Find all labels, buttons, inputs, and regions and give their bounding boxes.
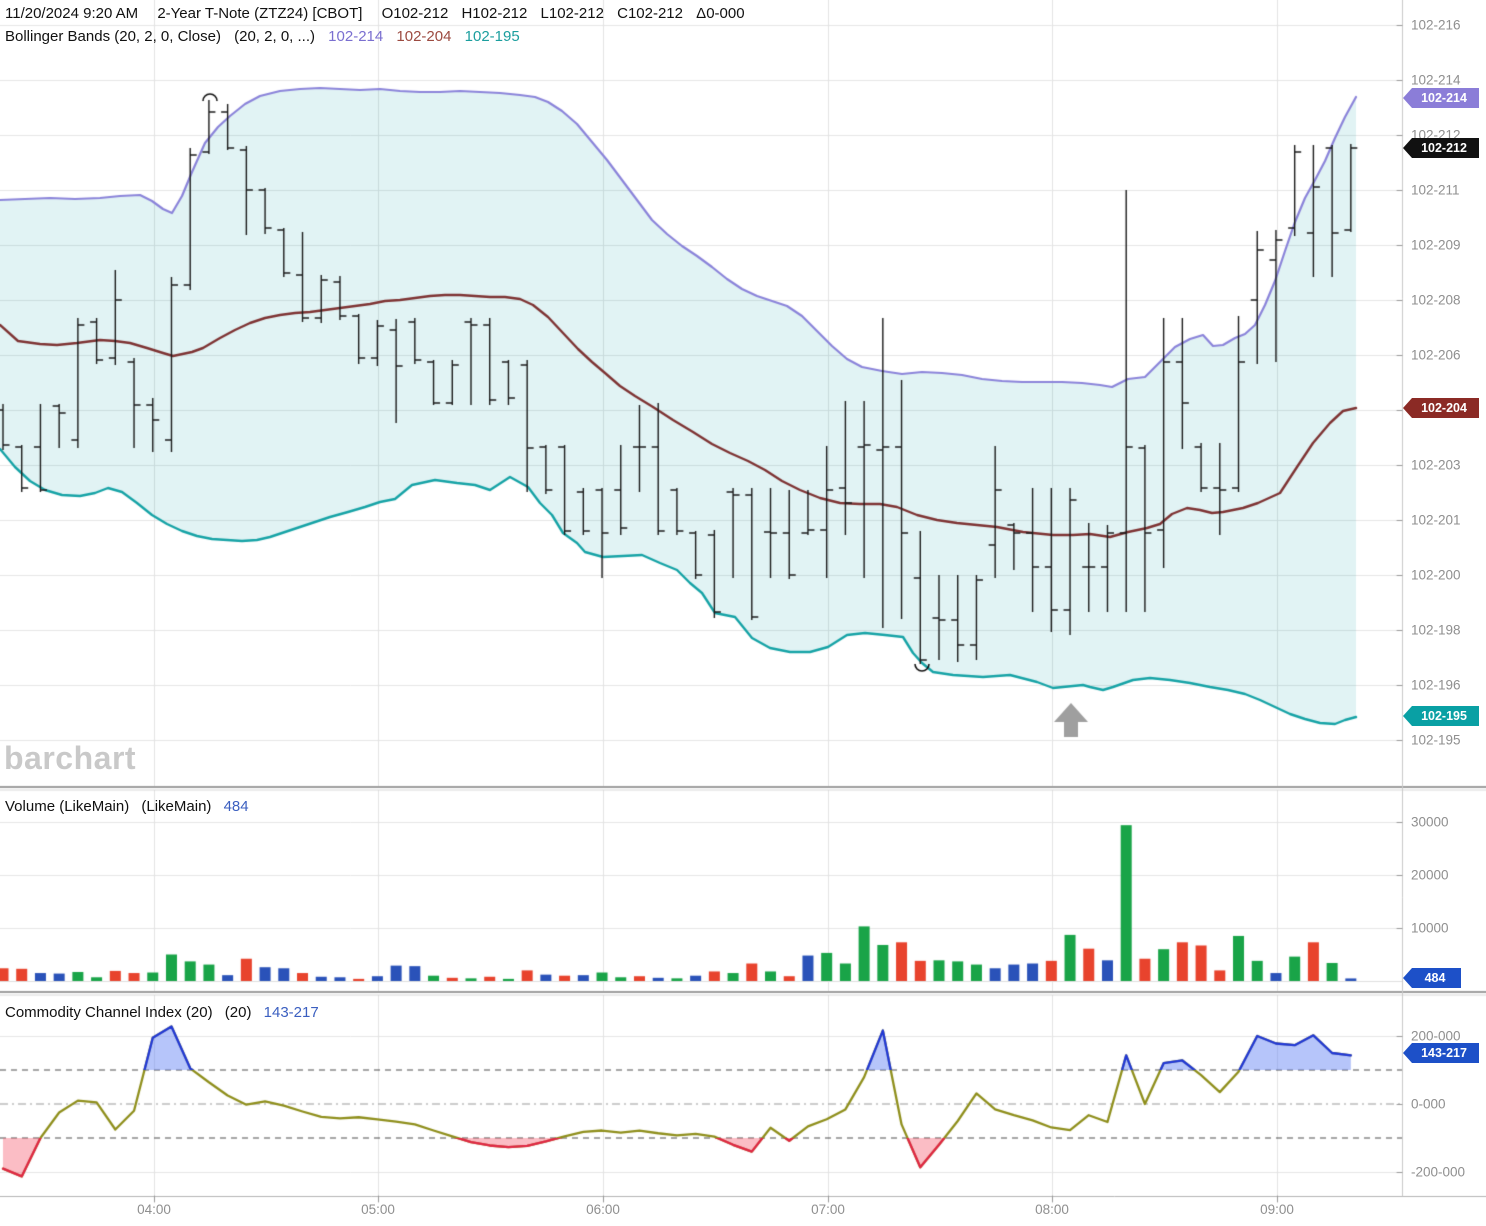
bb-lower-value: 102-195: [464, 28, 520, 45]
cci-panel-header: Commodity Channel Index (20) (20) 143-21…: [5, 1004, 327, 1021]
price-axis-label: 102-214: [1411, 72, 1461, 88]
barchart-logo: barchart: [4, 740, 137, 776]
chart-header-line2: Bollinger Bands (20, 2, 0, Close) (20, 2…: [5, 28, 529, 45]
cci-label[interactable]: Commodity Channel Index (20): [5, 1004, 213, 1021]
price-axis-label: 102-208: [1411, 292, 1461, 308]
time-axis-label: 06:00: [586, 1202, 620, 1217]
time-axis-label: 05:00: [361, 1202, 395, 1217]
price-axis-label: 102-201: [1411, 512, 1461, 528]
cci-value: 143-217: [263, 1004, 319, 1021]
time-axis-label: 08:00: [1035, 1202, 1069, 1217]
header-open: O102-212: [381, 5, 449, 22]
header-change: Δ0-000: [696, 5, 745, 22]
header-datetime: 11/20/2024 9:20 AM: [5, 5, 139, 22]
last-price-badge: 102-212: [1403, 138, 1479, 158]
cci-params[interactable]: (20): [224, 1004, 252, 1021]
volume-axis-label: 10000: [1411, 920, 1449, 936]
header-symbol: 2-Year T-Note (ZTZ24) [CBOT]: [157, 5, 363, 22]
cci-badge: 143-217: [1403, 1043, 1479, 1063]
price-axis-label: 102-209: [1411, 237, 1461, 253]
price-axis-label: 102-200: [1411, 567, 1461, 583]
volume-badge: 484: [1403, 968, 1461, 988]
price-axis-label: 102-216: [1411, 17, 1461, 33]
header-close: C102-212: [617, 5, 683, 22]
time-axis-label: 09:00: [1260, 1202, 1294, 1217]
cci-axis-label: 0-000: [1411, 1096, 1446, 1112]
bb-middle-badge: 102-204: [1403, 398, 1479, 418]
chart-header-line1: 11/20/2024 9:20 AM 2-Year T-Note (ZTZ24)…: [5, 5, 754, 22]
cci-axis-label: 200-000: [1411, 1028, 1461, 1044]
volume-value: 484: [223, 798, 249, 815]
bb-upper-value: 102-214: [328, 28, 384, 45]
bb-lower-badge: 102-195: [1403, 706, 1479, 726]
price-axis-label: 102-206: [1411, 347, 1461, 363]
volume-axis-label: 30000: [1411, 814, 1449, 830]
header-low: L102-212: [540, 5, 604, 22]
header-high: H102-212: [461, 5, 528, 22]
time-axis-label: 04:00: [137, 1202, 171, 1217]
volume-panel-header: Volume (LikeMain) (LikeMain) 484: [5, 798, 257, 815]
price-axis-label: 102-195: [1411, 732, 1461, 748]
cci-axis-label: -200-000: [1411, 1164, 1466, 1180]
price-axis-label: 102-196: [1411, 677, 1461, 693]
volume-axis-label: 20000: [1411, 867, 1449, 883]
volume-label[interactable]: Volume (LikeMain): [5, 798, 130, 815]
price-axis-label: 102-211: [1411, 182, 1460, 198]
price-axis-label: 102-198: [1411, 622, 1461, 638]
bb-middle-value: 102-204: [396, 28, 452, 45]
volume-params[interactable]: (LikeMain): [141, 798, 212, 815]
bb-upper-badge: 102-214: [1403, 88, 1479, 108]
time-axis-label: 07:00: [811, 1202, 845, 1217]
indicator-params[interactable]: (20, 2, 0, ...): [234, 28, 315, 45]
price-axis-label: 102-203: [1411, 457, 1461, 473]
indicator-label[interactable]: Bollinger Bands (20, 2, 0, Close): [5, 28, 221, 45]
